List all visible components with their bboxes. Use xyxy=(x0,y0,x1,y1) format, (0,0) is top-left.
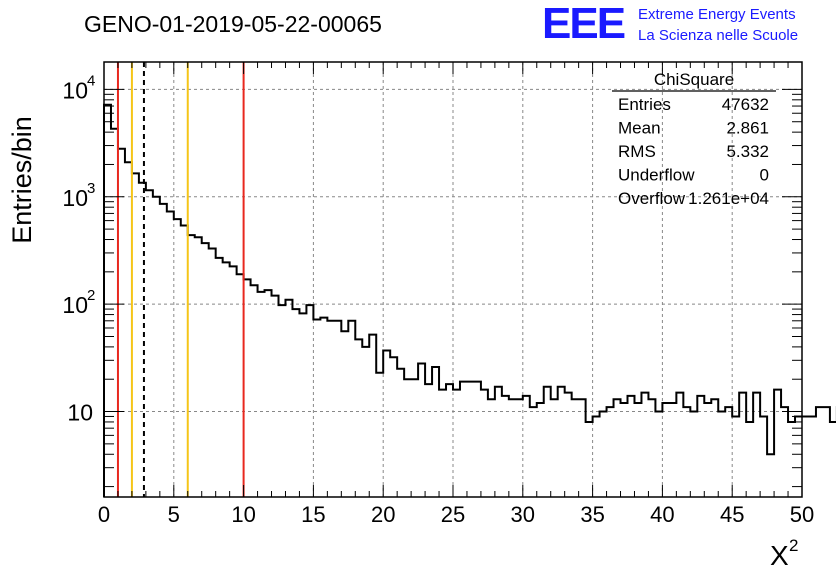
x-tick-label: 50 xyxy=(790,502,814,527)
y-tick-label: 10 xyxy=(62,77,88,103)
y-tick-label-exponent: 4 xyxy=(87,72,95,89)
x-tick-label: 30 xyxy=(511,502,535,527)
x-tick-label: 5 xyxy=(168,502,180,527)
histogram-series xyxy=(103,103,836,497)
stats-label-entries: Entries xyxy=(618,95,671,114)
x-tick-labels: 0 5 10 15 20 25 30 35 40 45 50 xyxy=(98,502,814,527)
stats-rows: Entries 47632 Mean 2.861 RMS 5.332 Underflow 0 O… xyxy=(618,95,769,208)
x-tick-label: 20 xyxy=(371,502,395,527)
logo-line-2: La Scienza nelle Scuole xyxy=(638,27,798,44)
y-tick-label: 10 xyxy=(62,185,88,211)
x-tick-label: 40 xyxy=(650,502,674,527)
x-tick-label: 35 xyxy=(580,502,604,527)
y-tick-label: 10 xyxy=(62,292,88,318)
y-tick-label: 10 xyxy=(67,400,93,426)
stats-value-entries: 47632 xyxy=(722,95,769,114)
stats-label-underflow: Underflow xyxy=(618,166,695,185)
x-axis-label-superscript: 2 xyxy=(789,536,798,555)
x-tick-label: 0 xyxy=(98,502,110,527)
stats-value-mean: 2.861 xyxy=(726,119,769,138)
grid-lines xyxy=(104,62,802,497)
stats-label-mean: Mean xyxy=(618,119,661,138)
eee-logo: EEE xyxy=(542,0,625,48)
y-axis-label: Entries/bin xyxy=(7,116,37,244)
x-axis-label: X xyxy=(770,540,789,571)
logo-line-1: Extreme Energy Events xyxy=(638,6,796,23)
x-tick-label: 45 xyxy=(720,502,744,527)
stats-label-overflow: Overflow xyxy=(618,189,686,208)
threshold-lines xyxy=(116,62,245,497)
x-tick-label: 10 xyxy=(231,502,255,527)
x-tick-label: 15 xyxy=(301,502,325,527)
stats-title: ChiSquare xyxy=(654,70,734,89)
stats-box: ChiSquare Entries 47632 Mean 2.861 RMS 5.332 U… xyxy=(612,70,776,208)
x-tick-label: 25 xyxy=(441,502,465,527)
stats-value-rms: 5.332 xyxy=(726,142,769,161)
y-tick-label-exponent: 2 xyxy=(87,287,95,304)
axis-ticks xyxy=(103,62,803,497)
y-tick-label-exponent: 3 xyxy=(87,180,95,197)
run-title: GENO-01-2019-05-22-00065 xyxy=(84,11,382,37)
stats-value-underflow: 0 xyxy=(760,166,769,185)
plot-frame xyxy=(103,61,803,498)
stats-value-overflow: 1.261e+04 xyxy=(688,189,769,208)
stats-label-rms: RMS xyxy=(618,142,656,161)
